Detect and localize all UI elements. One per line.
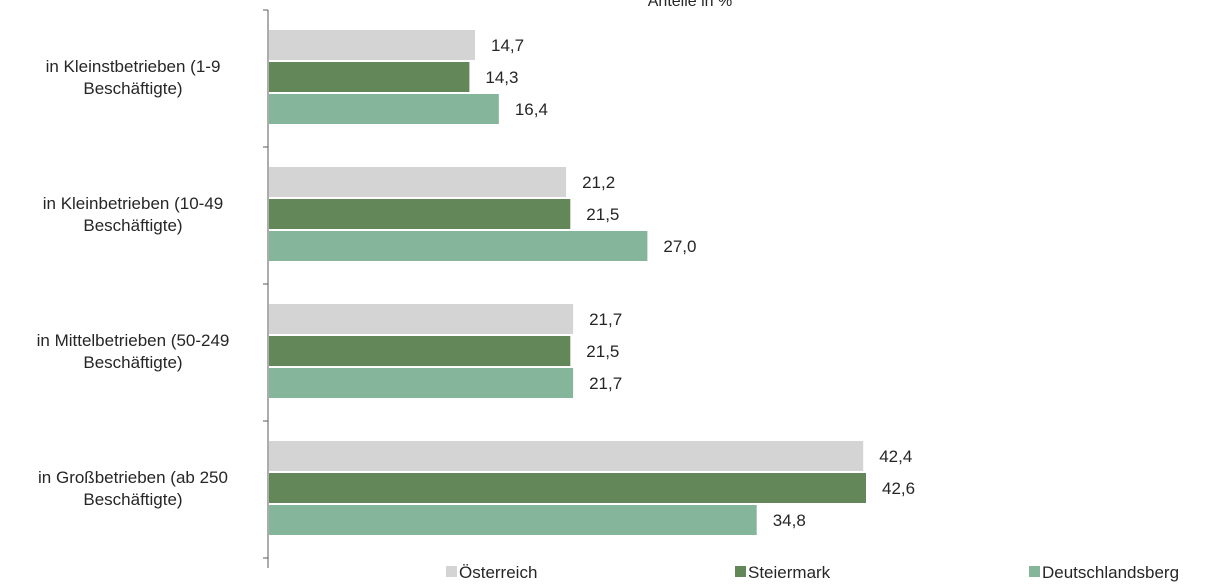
legend: Österreich Steiermark Deutschlandsberg xyxy=(446,563,1179,582)
bar xyxy=(269,368,574,398)
category-axis xyxy=(263,9,269,568)
bar xyxy=(269,199,571,229)
legend-swatch xyxy=(446,566,457,577)
category-label: in Großbetrieben (ab 250 Beschäftigte) xyxy=(38,468,228,509)
bar xyxy=(269,167,567,197)
category-labels: in Kleinstbetrieben (1-9 Beschäftigte)in … xyxy=(37,57,230,509)
bar xyxy=(269,505,757,535)
legend-swatch xyxy=(735,566,746,577)
data-label: 42,6 xyxy=(882,479,915,498)
value-labels: 14,7 14,3 16,4 21,2 21,5 27,0 21,7 21,5 21,7 42,4… xyxy=(485,36,915,530)
data-label: 14,3 xyxy=(485,68,518,87)
bar xyxy=(269,231,648,261)
data-label: 21,5 xyxy=(586,205,619,224)
data-label: 34,8 xyxy=(773,511,806,530)
legend-label: Steiermark xyxy=(748,563,831,582)
bar xyxy=(269,336,571,366)
category-label: in Kleinstbetrieben (1-9 Beschäftigte) xyxy=(46,57,221,98)
bar xyxy=(269,94,499,124)
data-label: 14,7 xyxy=(491,36,524,55)
category-label-line: in Kleinbetrieben (10-49 xyxy=(43,194,224,213)
data-label: 21,7 xyxy=(589,374,622,393)
bar xyxy=(269,304,574,334)
bars xyxy=(269,30,866,535)
category-label-line: Beschäftigte) xyxy=(83,490,182,509)
category-label-line: Beschäftigte) xyxy=(83,79,182,98)
data-label: 16,4 xyxy=(515,100,548,119)
category-label-line: in Mittelbetrieben (50-249 xyxy=(37,331,230,350)
bar xyxy=(269,62,470,92)
bar xyxy=(269,441,864,471)
category-label: in Mittelbetrieben (50-249 Beschäftigte) xyxy=(37,331,230,372)
legend-label: Österreich xyxy=(459,563,537,582)
data-label: 27,0 xyxy=(663,237,696,256)
legend-swatch xyxy=(1029,566,1040,577)
category-label: in Kleinbetrieben (10-49 Beschäftigte) xyxy=(43,194,224,235)
bar xyxy=(269,30,476,60)
bar xyxy=(269,473,866,503)
data-label: 21,5 xyxy=(586,342,619,361)
category-label-line: Beschäftigte) xyxy=(83,353,182,372)
axis-unit-label: Anteile in % xyxy=(648,0,733,10)
data-label: 42,4 xyxy=(879,447,912,466)
category-label-line: Beschäftigte) xyxy=(83,216,182,235)
category-label-line: in Kleinstbetrieben (1-9 xyxy=(46,57,221,76)
data-label: 21,2 xyxy=(582,173,615,192)
category-label-line: in Großbetrieben (ab 250 xyxy=(38,468,228,487)
data-label: 21,7 xyxy=(589,310,622,329)
legend-label: Deutschlandsberg xyxy=(1042,563,1179,582)
